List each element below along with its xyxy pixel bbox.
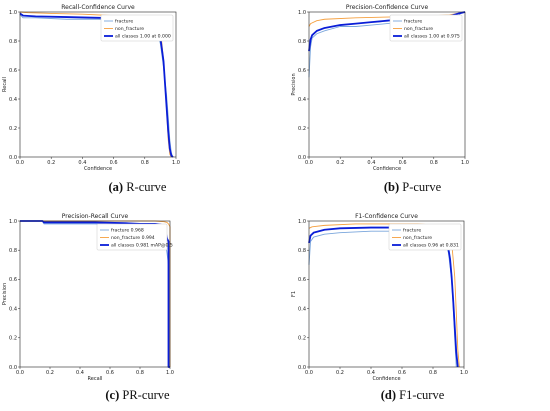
x-tick-label: 0.8 (429, 370, 437, 376)
x-tick-label: 0.0 (305, 370, 313, 376)
y-tick-label: 0.6 (298, 68, 306, 74)
plot-frame (19, 11, 177, 158)
y-tick-label: 0.0 (9, 155, 17, 161)
y-tick-label: 0.6 (9, 68, 17, 74)
y-tick-label: 1.0 (298, 219, 306, 225)
x-tick-label: 0.2 (46, 370, 54, 376)
legend-box (388, 223, 462, 251)
y-tick-label: 1.0 (9, 219, 17, 225)
x-tick-label: 0.6 (398, 370, 406, 376)
x-tick-label: 0.8 (430, 160, 438, 166)
x-axis-label: Confidence (84, 166, 112, 172)
chart-title: Precision-Confidence Curve (346, 4, 429, 11)
legend-label: fracture 0.968 (111, 228, 144, 234)
chart-0: Recall-Confidence Curve 0.0 0.2 0.4 0.6 0.8 1.… (2, 4, 180, 172)
x-tick-label: 0.0 (305, 160, 313, 166)
y-tick-label: 0.8 (298, 248, 306, 254)
legend-label: all classes 1.00 at 0.975 (404, 34, 460, 40)
x-axis-label: Recall (88, 376, 103, 382)
x-tick-label: 1.0 (460, 370, 468, 376)
legend-box (100, 14, 174, 42)
x-tick-label: 0.2 (47, 160, 55, 166)
y-tick-label: 0.4 (298, 97, 306, 103)
y-tick-label: 0.8 (9, 248, 17, 254)
y-tick-label: 0.8 (9, 39, 17, 45)
y-tick-label: 0.4 (9, 97, 17, 103)
chart-1: Precision-Confidence Curve 0.0 0.2 0.4 0.6 0.… (291, 4, 469, 172)
y-tick-label: 0.2 (298, 336, 306, 342)
legend-label: all classes 0.96 at 0.831 (403, 243, 459, 249)
chart-title: Precision-Recall Curve (62, 213, 129, 220)
legend-label: fracture (115, 19, 133, 25)
x-axis-label: Confidence (373, 166, 401, 172)
legend-box (96, 223, 168, 251)
x-tick-label: 0.4 (367, 160, 375, 166)
x-tick-label: 0.6 (110, 160, 118, 166)
y-axis-label: F1 (291, 291, 297, 297)
y-axis-label: Precision (2, 283, 8, 305)
legend-label: all classes 0.981 mAP@0.5 (111, 243, 173, 249)
caption-a: (a) R-curve (108, 180, 167, 194)
y-tick-label: 1.0 (9, 10, 17, 16)
legend-label: all classes 1.00 at 0.000 (115, 34, 171, 40)
x-tick-label: 0.0 (16, 370, 24, 376)
legend-label: non_fracture (404, 26, 433, 32)
x-tick-label: 0.4 (76, 370, 84, 376)
y-tick-label: 0.6 (9, 277, 17, 283)
x-tick-label: 0.6 (106, 370, 114, 376)
series-line-0 (308, 230, 457, 368)
y-tick-label: 0.4 (9, 306, 17, 312)
chart-2: Precision-Recall Curve 0.0 0.2 0.4 0.6 0.8 1.0… (2, 213, 174, 382)
caption-b: (b) P-curve (383, 180, 442, 194)
y-axis-label: Precision (291, 73, 297, 95)
y-tick-label: 0.6 (298, 277, 306, 283)
legend-label: non_fracture 0.994 (111, 235, 155, 241)
x-tick-label: 1.0 (172, 160, 180, 166)
chart-title: F1-Confidence Curve (355, 213, 418, 220)
y-axis-label: Recall (2, 77, 8, 92)
plot-frame (308, 220, 465, 368)
x-tick-label: 1.0 (461, 160, 469, 166)
caption-d: (d) F1-curve (380, 388, 445, 402)
caption-c: (c) PR-curve (105, 388, 170, 402)
chart-3: F1-Confidence Curve 0.0 0.2 0.4 0.6 0.8 1.0 0.0… (291, 213, 468, 382)
x-tick-label: 0.2 (336, 160, 344, 166)
x-tick-label: 1.0 (166, 370, 174, 376)
x-tick-label: 0.0 (16, 160, 24, 166)
x-tick-label: 0.6 (399, 160, 407, 166)
legend-box (389, 14, 463, 42)
x-tick-label: 0.4 (78, 160, 86, 166)
legend-label: non_fracture (115, 26, 144, 32)
legend-label: fracture (404, 19, 422, 25)
y-tick-label: 0.0 (298, 155, 306, 161)
y-tick-label: 0.0 (298, 365, 306, 371)
y-tick-label: 0.2 (298, 126, 306, 132)
x-tick-label: 0.8 (141, 160, 149, 166)
chart-title: Recall-Confidence Curve (61, 4, 135, 11)
y-tick-label: 0.0 (9, 365, 17, 371)
plot-frame (19, 220, 171, 368)
x-tick-label: 0.4 (367, 370, 375, 376)
y-tick-label: 0.2 (9, 336, 17, 342)
plot-frame (308, 11, 466, 158)
x-axis-label: Confidence (372, 376, 400, 382)
x-tick-label: 0.8 (136, 370, 144, 376)
legend-label: non_fracture (403, 235, 432, 241)
y-tick-label: 0.4 (298, 306, 306, 312)
x-tick-label: 0.2 (336, 370, 344, 376)
y-tick-label: 0.8 (298, 39, 306, 45)
y-tick-label: 0.2 (9, 126, 17, 132)
legend-label: fracture (403, 228, 421, 234)
y-tick-label: 1.0 (298, 10, 306, 16)
